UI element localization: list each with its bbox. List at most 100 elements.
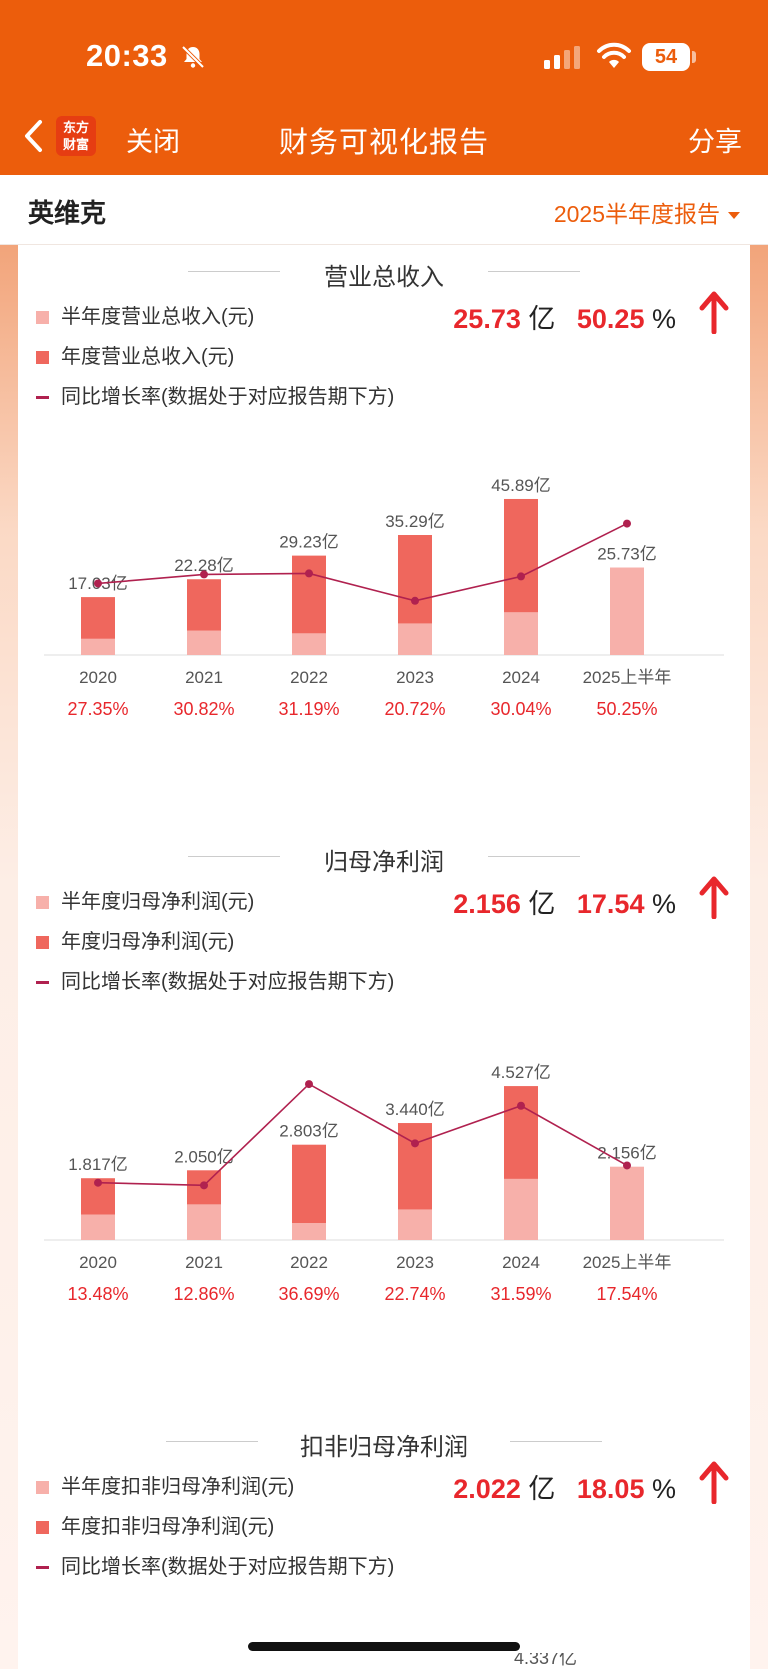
up-arrow-icon <box>699 1461 729 1504</box>
summary-pct: 18.05 <box>576 1474 645 1504</box>
summary-values: 25.73 亿 50.25 % <box>453 297 676 336</box>
up-arrow-icon <box>699 291 729 334</box>
app-header: 20:33 54 东方 财富 关闭 财务可视化报告 分享 <box>0 0 768 175</box>
legend-line-swatch <box>36 396 49 400</box>
home-indicator[interactable] <box>248 1642 520 1651</box>
share-button[interactable]: 分享 <box>688 127 742 157</box>
bar-value-label: 3.440亿 <box>385 1100 445 1119</box>
growth-point <box>623 519 631 528</box>
revenue-chart: 17.03亿202027.35%22.28亿202130.82%29.23亿20… <box>44 476 724 719</box>
summary-unit: 亿 <box>528 889 556 919</box>
legend-swatch <box>36 896 49 910</box>
half-year-bar <box>81 638 115 655</box>
legend-label: 半年度归母净利润(元) <box>61 891 255 913</box>
x-tick-label: 2020 <box>79 1253 117 1272</box>
legend-growth: 同比增长率(数据处于对应报告期下方) <box>36 380 394 409</box>
back-icon[interactable] <box>22 118 46 154</box>
growth-point <box>94 1178 102 1187</box>
section-title: 归母净利润 <box>324 849 444 876</box>
x-tick-label: 2025上半年 <box>583 668 672 687</box>
section-title: 营业总收入 <box>324 264 444 291</box>
legend-annual: 年度营业总收入(元) <box>36 340 234 369</box>
legend-swatch <box>36 311 49 325</box>
bar-value-label: 25.73亿 <box>597 545 657 564</box>
legend-swatch <box>36 351 49 365</box>
bar-value-label: 1.817亿 <box>68 1155 128 1174</box>
legend-label: 年度营业总收入(元) <box>61 346 235 368</box>
title-divider-right <box>510 1441 602 1442</box>
x-tick-label: 2021 <box>185 1253 223 1272</box>
x-tick-label: 2025上半年 <box>583 1253 672 1272</box>
company-name: 英维克 <box>28 198 107 228</box>
legend-annual: 年度扣非归母净利润(元) <box>36 1510 274 1539</box>
summary-values: 2.156 亿 17.54 % <box>453 882 676 921</box>
growth-point <box>411 596 419 605</box>
summary-pct-unit: % <box>651 1474 676 1504</box>
bar-value-label: 29.23亿 <box>279 533 339 552</box>
x-tick-label: 2023 <box>396 668 434 687</box>
growth-line <box>97 522 628 602</box>
bar-value-label: 45.89亿 <box>491 476 551 495</box>
battery-indicator: 54 <box>642 43 690 71</box>
growth-rate-label: 22.74% <box>384 1284 445 1304</box>
legend-label: 半年度扣非归母净利润(元) <box>61 1476 295 1498</box>
legend-line-swatch <box>36 981 49 985</box>
bar-value-label: 22.28亿 <box>174 556 234 575</box>
half-year-bar <box>292 1223 326 1240</box>
title-divider-left <box>188 271 280 272</box>
net-profit-chart: 1.817亿 2020 13.48% 2.050亿 2021 12.86% 2.803亿 20… <box>44 1063 724 1304</box>
legend-growth: 同比增长率(数据处于对应报告期下方) <box>36 1550 394 1579</box>
section-title: 扣非归母净利润 <box>300 1434 468 1461</box>
growth-point <box>200 570 208 579</box>
section-deducted-net-profit: 扣非归母净利润 半年度扣非归母净利润(元) 年度扣非归母净利润(元) 同比增长率… <box>18 1415 750 1669</box>
eastmoney-logo: 东方 财富 <box>56 116 96 156</box>
summary-values: 2.022 亿 18.05 % <box>453 1467 676 1506</box>
wifi-icon <box>597 42 631 68</box>
x-tick-label: 2021 <box>185 668 223 687</box>
x-tick-label: 2024 <box>502 668 540 687</box>
partial-value-label: 4.337亿 <box>514 1653 578 1668</box>
close-button[interactable]: 关闭 <box>126 127 180 157</box>
section-net-profit: 归母净利润 半年度归母净利润(元) 年度归母净利润(元) 同比增长率(数据处于对… <box>18 830 750 1350</box>
legend-label: 同比增长率(数据处于对应报告期下方) <box>61 1556 395 1578</box>
bar-value-label: 2.050亿 <box>174 1147 234 1166</box>
x-tick-label: 2023 <box>396 1253 434 1272</box>
summary-pct: 17.54 <box>576 889 645 919</box>
report-period-label: 2025半年度报告 <box>553 201 720 227</box>
growth-rate-label: 31.19% <box>278 699 339 719</box>
summary-pct: 50.25 <box>576 304 645 334</box>
report-card <box>18 245 750 1669</box>
legend-label: 同比增长率(数据处于对应报告期下方) <box>61 386 395 408</box>
legend-swatch <box>36 1481 49 1495</box>
growth-point <box>517 572 525 581</box>
growth-point <box>200 1181 208 1190</box>
growth-rate-label: 17.54% <box>596 1284 657 1304</box>
legend-growth: 同比增长率(数据处于对应报告期下方) <box>36 965 394 994</box>
growth-point <box>623 1161 631 1170</box>
half-year-bar <box>610 1166 644 1240</box>
legend-annual: 年度归母净利润(元) <box>36 925 234 954</box>
report-period-dropdown[interactable]: 2025半年度报告 <box>554 195 740 229</box>
caret-down-icon <box>728 212 740 220</box>
growth-point <box>411 1139 419 1148</box>
x-tick-label: 2022 <box>290 668 328 687</box>
up-arrow-icon <box>699 876 729 919</box>
title-divider-left <box>188 856 280 857</box>
half-year-bar <box>398 623 432 655</box>
legend-line-swatch <box>36 1566 49 1570</box>
signal-icon <box>544 46 580 69</box>
x-tick-label: 2024 <box>502 1253 540 1272</box>
growth-rate-label: 27.35% <box>67 699 128 719</box>
summary-value: 25.73 <box>453 304 521 334</box>
bar-value-label: 2.803亿 <box>279 1122 339 1141</box>
legend-label: 同比增长率(数据处于对应报告期下方) <box>61 971 395 993</box>
title-divider-left <box>166 1441 258 1442</box>
half-year-bar <box>187 630 221 655</box>
summary-pct-unit: % <box>651 889 676 919</box>
x-tick-label: 2022 <box>290 1253 328 1272</box>
title-divider-right <box>488 856 580 857</box>
title-divider-right <box>488 271 580 272</box>
growth-point <box>305 569 313 578</box>
x-tick-label: 2020 <box>79 668 117 687</box>
bar-value-label: 35.29亿 <box>385 512 445 531</box>
